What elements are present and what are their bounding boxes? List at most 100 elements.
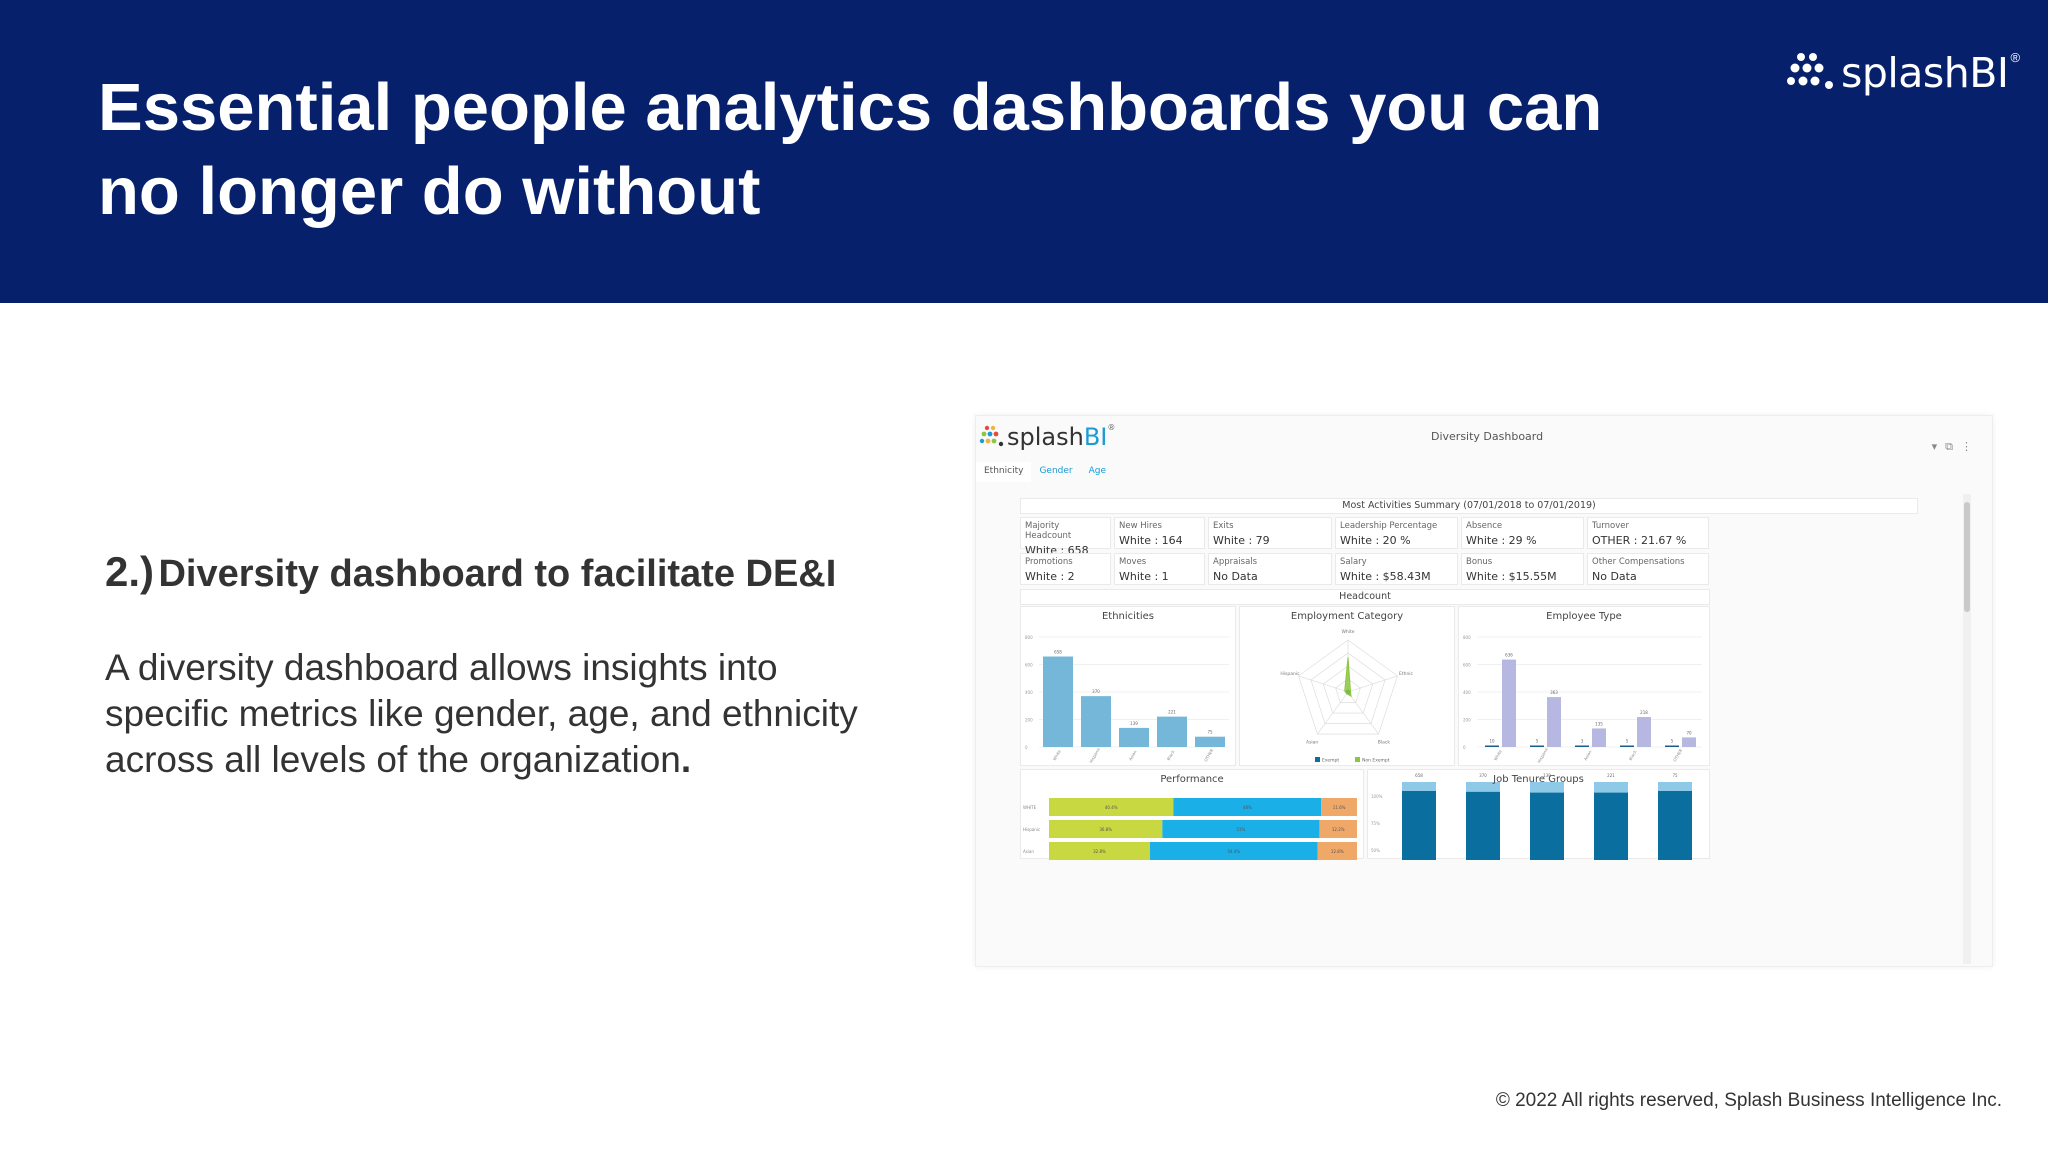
bar-remainder xyxy=(1530,782,1564,793)
radar-axis-label: Ethnic xyxy=(1399,671,1414,677)
bar xyxy=(1043,656,1073,747)
x-tick-label: Asian xyxy=(1128,749,1138,761)
data-label: 363 xyxy=(1550,690,1558,695)
kpi-value: No Data xyxy=(1213,570,1258,583)
data-label: 5 xyxy=(1626,739,1629,744)
radar-series xyxy=(1344,657,1352,698)
employee-type-chart-panel: Employee Type 0 200 400 600 800 10 636 White 5 36… xyxy=(1458,606,1710,766)
x-tick-label: White xyxy=(1052,749,1062,762)
radar-grid xyxy=(1322,665,1374,714)
dashboard-tabs: Ethnicity Gender Age xyxy=(976,462,1114,482)
data-label: 221 xyxy=(1168,710,1176,715)
brand-registered-mark: ® xyxy=(2010,50,2021,65)
tab-age[interactable]: Age xyxy=(1088,466,1107,476)
dashboard-logo: splash BI ® xyxy=(979,423,1115,451)
data-label: 10 xyxy=(1489,739,1495,744)
bar-remainder xyxy=(1402,782,1436,791)
y-tick-label: 400 xyxy=(1025,690,1033,695)
export-icon[interactable]: ⧉ xyxy=(1945,440,1953,453)
page-title: Essential people analytics dashboards yo… xyxy=(98,70,1603,229)
y-tick-label: 600 xyxy=(1025,663,1033,668)
ethnicities-chart-panel: Ethnicities 0 200 400 600 800 658 White 370 Hisp… xyxy=(1020,606,1236,766)
data-label: 48% xyxy=(1243,805,1252,810)
section-body: A diversity dashboard allows insights in… xyxy=(105,645,905,783)
filter-icon[interactable]: ▾ xyxy=(1931,440,1938,453)
performance-chart-panel: Performance WHITE 40.4% 48% 11.6% Hispanic 36… xyxy=(1020,769,1364,860)
section-heading: 2.) Diversity dashboard to facilitate DE… xyxy=(105,548,836,596)
y-tick-label: Asian xyxy=(1023,849,1034,854)
data-label: 51% xyxy=(1236,827,1245,832)
bar xyxy=(1658,790,1692,870)
kpi-label: Salary xyxy=(1340,557,1367,567)
data-label: 370 xyxy=(1479,773,1487,778)
bar-remainder xyxy=(1466,782,1500,792)
data-label: 221 xyxy=(1607,773,1615,778)
y-tick-label: 800 xyxy=(1463,635,1471,640)
tab-gender[interactable]: Gender xyxy=(1039,466,1073,476)
x-tick-label: White xyxy=(1493,749,1503,762)
bar xyxy=(1575,745,1589,747)
kpi-tile: Turnover OTHER : 21.67 % xyxy=(1587,517,1709,549)
kpi-tile: Other Compensations No Data xyxy=(1587,553,1709,585)
dashboard-title: Diversity Dashboard xyxy=(1431,430,1544,443)
bar-remainder xyxy=(1594,782,1628,793)
chart-title: Employment Category xyxy=(1290,611,1404,622)
data-label: 36.8% xyxy=(1099,827,1112,832)
y-tick-label: 200 xyxy=(1463,718,1471,723)
data-label: 70 xyxy=(1686,730,1692,735)
data-label: 658 xyxy=(1054,650,1062,655)
radar-grid xyxy=(1310,652,1386,724)
radar-axis-label: White xyxy=(1341,629,1354,635)
y-tick-label: 800 xyxy=(1025,635,1033,640)
bar xyxy=(1485,745,1499,747)
section-title: Diversity dashboard to facilitate DE&I xyxy=(158,553,837,595)
kpi-tile: Appraisals No Data xyxy=(1208,553,1332,585)
chart-title: Ethnicities xyxy=(1101,611,1155,622)
data-label: 658 xyxy=(1415,773,1423,778)
radar-axis-label: Asian xyxy=(1306,739,1318,745)
brand-name: splashBI xyxy=(1841,49,2009,97)
kpi-value: White : $15.55M xyxy=(1466,570,1557,583)
bar xyxy=(1119,727,1149,747)
bar xyxy=(1466,791,1500,870)
bar xyxy=(1594,792,1628,870)
kpi-value: White : 2 xyxy=(1025,570,1075,583)
legend-swatch xyxy=(1355,757,1360,762)
y-tick-label: 75% xyxy=(1371,821,1380,826)
scrollbar-thumb[interactable] xyxy=(1964,502,1970,612)
data-label: 54.4% xyxy=(1227,849,1240,854)
tab-ethnicity[interactable]: Ethnicity xyxy=(976,462,1032,482)
kpi-value: White : 164 xyxy=(1119,534,1183,547)
bar xyxy=(1081,696,1111,747)
bar-segment xyxy=(1049,842,1151,860)
more-menu-icon[interactable]: ⋮ xyxy=(1961,440,1972,453)
radar-grid xyxy=(1298,639,1398,735)
kpi-label: Majority Headcount xyxy=(1025,521,1072,541)
splash-logo-icon xyxy=(1787,53,1833,89)
chart-title: Employee Type xyxy=(1546,611,1622,622)
y-tick-label: 50% xyxy=(1371,848,1380,853)
summary-title: Most Activities Summary (07/01/2018 to 0… xyxy=(1020,498,1918,514)
x-tick-label: OTHER xyxy=(1672,748,1683,763)
x-tick-label: Asian xyxy=(1583,749,1593,761)
headcount-title: Headcount xyxy=(1020,589,1710,605)
dashboard-scrollbar[interactable] xyxy=(1963,494,1971,964)
y-tick-label: 0 xyxy=(1463,745,1466,750)
x-tick-label: Hispanic xyxy=(1088,747,1101,764)
data-label: 12.8% xyxy=(1331,849,1344,854)
bar xyxy=(1682,737,1696,747)
kpi-value: OTHER : 21.67 % xyxy=(1592,534,1687,547)
kpi-label: Leadership Percentage xyxy=(1340,521,1438,531)
data-label: 139 xyxy=(1130,721,1138,726)
kpi-label: Bonus xyxy=(1466,557,1493,567)
y-tick-label: WHITE xyxy=(1023,805,1037,810)
header-banner: Essential people analytics dashboards yo… xyxy=(0,0,2048,303)
employee-type-chart: 0 200 400 600 800 10 636 White 5 363 Hispanic 3 135 A… xyxy=(1463,635,1702,764)
data-label: 12.2% xyxy=(1332,827,1345,832)
bar-segment xyxy=(1317,842,1357,860)
kpi-label: Promotions xyxy=(1025,557,1073,567)
bar-segment xyxy=(1319,820,1357,838)
bar xyxy=(1157,716,1187,747)
legend-label: Non Exempt xyxy=(1362,758,1390,764)
y-tick-label: 200 xyxy=(1025,718,1033,723)
